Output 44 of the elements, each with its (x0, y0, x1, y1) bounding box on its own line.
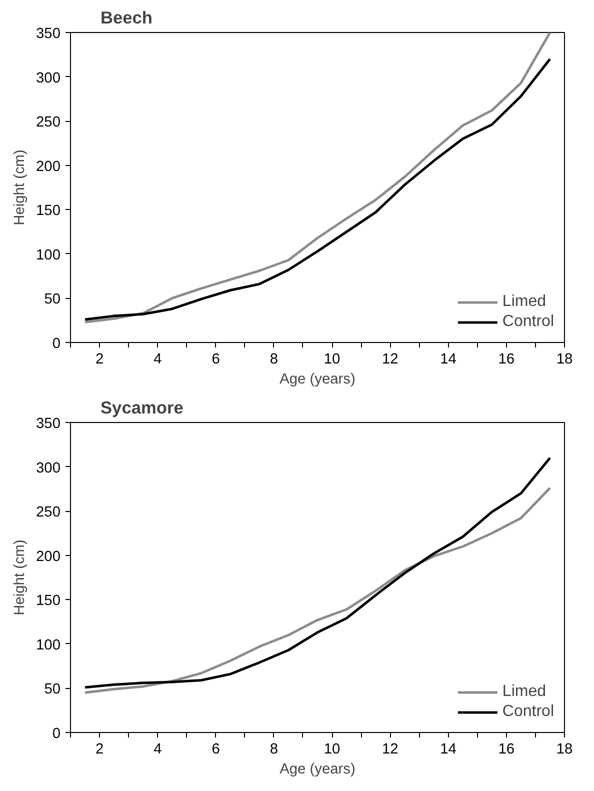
x-tick-label: 2 (95, 352, 104, 368)
x-tick-label: 12 (382, 352, 398, 368)
x-tick-label: 14 (440, 742, 456, 758)
y-tick-label: 50 (44, 292, 61, 308)
x-tick-label: 2 (95, 742, 104, 758)
x-tick-label: 10 (324, 742, 340, 758)
y-tick-label: 150 (36, 203, 61, 220)
y-tick-label: 0 (52, 726, 61, 742)
x-axis-title: Age (years) (280, 762, 356, 778)
x-tick-label: 6 (212, 352, 220, 368)
x-axis-title: Age (years) (280, 372, 356, 388)
y-axis-title: Height (cm) (12, 150, 28, 226)
x-tick-label: 8 (270, 742, 278, 758)
legend-label: Control (502, 703, 554, 721)
y-tick-label: 100 (36, 247, 61, 264)
y-tick-label: 200 (36, 548, 61, 565)
y-tick-label: 250 (36, 504, 61, 521)
x-tick-label: 14 (440, 352, 456, 368)
y-axis-title: Height (cm) (12, 540, 28, 616)
x-tick-label: 8 (270, 352, 278, 368)
y-tick-label: 300 (36, 460, 61, 476)
y-tick-label: 250 (36, 114, 61, 131)
y-tick-label: 350 (36, 416, 61, 432)
x-tick-label: 16 (498, 742, 515, 758)
chart-title: Beech (100, 8, 153, 28)
y-tick-label: 150 (36, 593, 61, 610)
x-tick-label: 16 (498, 352, 515, 368)
y-tick-label: 0 (52, 336, 61, 352)
legend-label: Limed (502, 683, 546, 701)
x-tick-label: 10 (324, 352, 340, 368)
y-tick-label: 100 (36, 637, 61, 654)
legend-label: Limed (502, 293, 546, 311)
x-tick-label: 4 (154, 742, 162, 758)
chart-title: Sycamore (100, 398, 184, 418)
x-tick-label: 18 (556, 742, 573, 758)
y-tick-label: 350 (36, 26, 61, 42)
y-tick-label: 50 (44, 682, 61, 698)
x-tick-label: 4 (154, 352, 162, 368)
x-tick-label: 12 (382, 742, 398, 758)
y-tick-label: 300 (36, 70, 61, 86)
x-tick-label: 6 (212, 742, 220, 758)
legend-label: Control (502, 313, 554, 331)
y-tick-label: 200 (36, 158, 61, 175)
x-tick-label: 18 (556, 352, 573, 368)
